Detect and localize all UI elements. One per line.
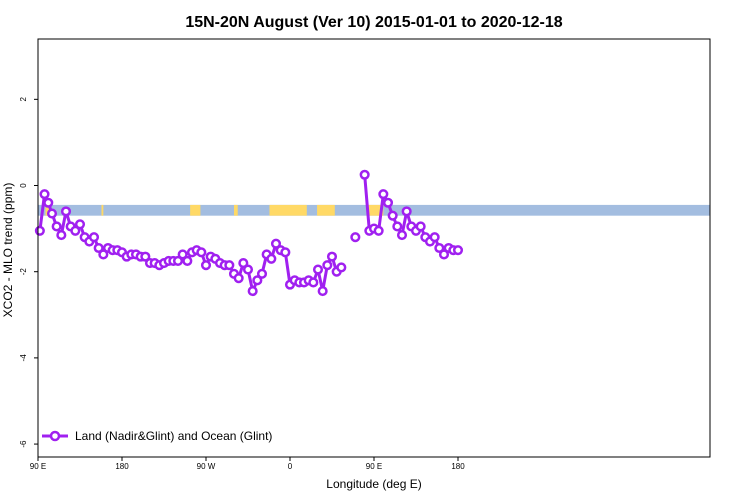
x-tick-label: 90 E xyxy=(30,462,46,471)
data-point xyxy=(34,225,45,236)
data-point xyxy=(177,249,188,260)
y-axis: 2 0 -2 -4 -6 xyxy=(19,97,38,448)
x-tick-label: 180 xyxy=(451,462,465,471)
data-point xyxy=(378,189,389,200)
data-point xyxy=(98,249,109,260)
x-tick-label: 90 W xyxy=(197,462,216,471)
data-point xyxy=(256,268,268,279)
land-segment xyxy=(269,204,307,216)
data-point xyxy=(172,255,184,266)
land-segment xyxy=(317,204,335,216)
plot-frame xyxy=(37,38,711,458)
x-axis-label: Longitude (deg E) xyxy=(326,477,421,491)
data-point xyxy=(434,242,445,254)
x-tick-label: 90 E xyxy=(366,462,382,471)
land-segment xyxy=(234,204,238,216)
data-point xyxy=(247,286,258,297)
data-point xyxy=(350,232,361,243)
data-point xyxy=(140,251,151,262)
data-point xyxy=(392,221,403,232)
land-segment xyxy=(101,204,104,216)
data-point xyxy=(317,286,328,297)
data-point xyxy=(51,221,62,232)
data-point xyxy=(224,260,235,271)
data-point xyxy=(43,197,54,208)
data-point xyxy=(270,238,282,249)
x-tick-label: 0 xyxy=(288,462,293,471)
legend-label: Land (Nadir&Glint) and Ocean (Glint) xyxy=(75,429,272,443)
data-point xyxy=(233,273,244,284)
land-segment xyxy=(45,204,50,216)
data-point xyxy=(326,251,338,262)
data-point xyxy=(60,206,72,217)
data-point xyxy=(322,260,333,271)
data-point xyxy=(88,232,100,243)
data-point xyxy=(438,249,450,260)
data-point xyxy=(452,245,464,256)
data-point xyxy=(238,258,249,269)
data-point xyxy=(382,197,394,208)
data-point xyxy=(46,208,58,219)
data-point xyxy=(359,169,370,180)
data-point xyxy=(39,189,50,200)
data-point xyxy=(93,242,104,254)
y-tick-label: -2 xyxy=(19,268,28,276)
data-point xyxy=(396,230,408,241)
y-tick-label: 2 xyxy=(19,97,28,102)
legend-marker xyxy=(49,430,61,442)
data-point xyxy=(336,262,347,273)
y-tick-label: -6 xyxy=(19,440,28,448)
data-point xyxy=(415,221,426,232)
data-point xyxy=(196,247,207,258)
data-point xyxy=(429,232,440,243)
x-axis: 90 E 180 90 W 0 90 E 180 xyxy=(30,457,465,471)
series-layer xyxy=(34,169,464,297)
data-point xyxy=(200,260,212,271)
x-tick-label: 180 xyxy=(115,462,129,471)
data-point xyxy=(56,230,67,241)
land-ocean-band xyxy=(38,204,710,216)
data-point xyxy=(280,247,291,258)
chart-title: 15N-20N August (Ver 10) 2015-01-01 to 20… xyxy=(185,14,562,31)
legend: Land (Nadir&Glint) and Ocean (Glint) xyxy=(42,429,272,443)
y-tick-label: 0 xyxy=(19,183,28,188)
data-point xyxy=(373,225,384,236)
data-point xyxy=(387,210,398,221)
land-segment xyxy=(190,204,201,216)
y-tick-label: -4 xyxy=(19,354,28,362)
data-point xyxy=(312,264,324,275)
data-point xyxy=(252,275,263,286)
y-axis-label: XCO2 - MLO trend (ppm) xyxy=(1,183,15,318)
land-segment xyxy=(366,204,384,216)
data-point xyxy=(308,277,319,288)
data-point xyxy=(242,264,254,275)
data-point xyxy=(266,253,277,264)
data-point xyxy=(182,255,193,266)
data-point xyxy=(70,225,81,236)
data-point xyxy=(74,219,86,230)
data-point xyxy=(401,206,412,217)
